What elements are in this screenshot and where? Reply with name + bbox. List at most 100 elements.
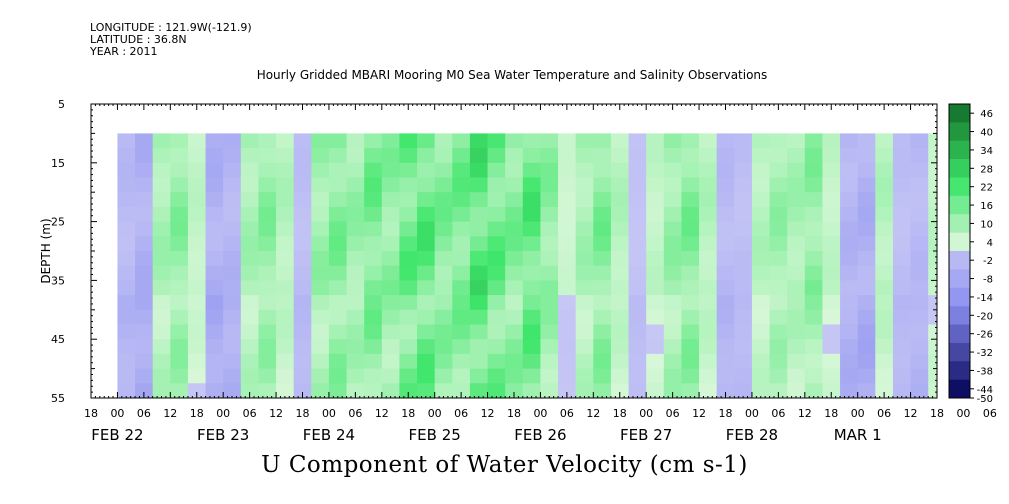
heatmap-cell (910, 192, 929, 208)
heatmap-cell (417, 353, 436, 370)
heatmap-cell (328, 192, 348, 208)
heatmap-cell (152, 162, 171, 179)
colorbar-label: 22 (980, 183, 993, 194)
heatmap-cell (575, 383, 594, 398)
heatmap-cell (487, 280, 506, 296)
heatmap-cell (804, 192, 824, 208)
heatmap-cell (769, 265, 788, 281)
heatmap-cell (593, 251, 612, 267)
heatmap-cell (840, 339, 859, 355)
heatmap-cell (857, 236, 876, 252)
heatmap-cell (399, 339, 418, 355)
heatmap-cell (469, 221, 489, 237)
heatmap-cell (910, 265, 929, 281)
heatmap-cell (928, 192, 937, 208)
heatmap-cell (276, 133, 295, 149)
heatmap-cell (875, 206, 894, 223)
x-tick-label: 06 (348, 407, 362, 420)
heatmap-cell (487, 324, 506, 340)
heatmap-cell (575, 133, 594, 149)
heatmap-cell (487, 368, 506, 384)
heatmap-cell (258, 280, 277, 296)
heatmap-cell (787, 383, 806, 398)
heatmap-cell (276, 206, 295, 223)
heatmap-cell (769, 339, 788, 355)
heatmap-cell (875, 353, 894, 370)
heatmap-cell (822, 295, 841, 311)
heatmap-cell (734, 192, 753, 208)
heatmap-cell (276, 251, 295, 267)
x-day-label: FEB 26 (514, 426, 566, 444)
heatmap-cell (381, 177, 401, 193)
heatmap-cell (117, 162, 136, 179)
heatmap-cell (276, 177, 295, 193)
heatmap-cell (505, 206, 524, 223)
heatmap-cell (469, 295, 489, 311)
heatmap-column (663, 133, 683, 398)
heatmap-cell (558, 280, 577, 296)
heatmap-column (840, 133, 859, 398)
heatmap-cell (117, 265, 136, 281)
heatmap-cell (469, 353, 489, 370)
heatmap-column (311, 133, 330, 398)
heatmap-cell (434, 221, 453, 237)
heatmap-cell (699, 133, 718, 149)
heatmap-cell (716, 280, 735, 296)
heatmap-cell (223, 353, 242, 370)
x-tick-label: 18 (824, 407, 838, 420)
heatmap-cell (187, 324, 207, 340)
heatmap-cell (734, 206, 753, 223)
x-tick-label: 00 (110, 407, 124, 420)
heatmap-cell (663, 353, 683, 370)
heatmap-cell (787, 324, 806, 340)
year-label: YEAR : 2011 (90, 45, 158, 58)
heatmap-cell (152, 192, 171, 208)
heatmap-cell (399, 383, 418, 398)
heatmap-cell (381, 295, 401, 311)
heatmap-cell (663, 324, 683, 340)
heatmap-cell (276, 295, 295, 311)
heatmap-cell (840, 265, 859, 281)
heatmap-cell (787, 148, 806, 164)
heatmap-cell (452, 192, 471, 208)
heatmap-cell (487, 221, 506, 237)
heatmap-cell (258, 309, 277, 326)
heatmap-cell (311, 148, 330, 164)
heatmap-cell (135, 236, 154, 252)
heatmap-cell (399, 353, 418, 370)
colorbar-label: 4 (987, 238, 993, 249)
heatmap-cell (804, 206, 824, 223)
heatmap-cell (699, 221, 718, 237)
heatmap-cell (364, 192, 383, 208)
heatmap-cell (840, 236, 859, 252)
heatmap-cell (892, 221, 912, 237)
heatmap-cell (593, 368, 612, 384)
heatmap-cell (804, 148, 824, 164)
colorbar-swatch (949, 251, 970, 270)
heatmap-cell (152, 339, 171, 355)
heatmap-column (875, 133, 894, 398)
heatmap-cell (716, 383, 735, 398)
heatmap-cell (910, 236, 929, 252)
heatmap-cell (434, 309, 453, 326)
heatmap-cell (610, 324, 630, 340)
heatmap-cell (787, 177, 806, 193)
x-tick-label: 18 (719, 407, 733, 420)
heatmap-cell (117, 383, 136, 398)
heatmap-cell (875, 280, 894, 296)
colorbar-swatch (949, 232, 970, 252)
x-tick-label: 18 (930, 407, 944, 420)
heatmap-cell (892, 177, 912, 193)
heatmap-cell (205, 265, 224, 281)
x-tick-label: 06 (243, 407, 257, 420)
heatmap-cell (628, 221, 647, 237)
heatmap-cell (928, 353, 937, 370)
heatmap-cell (152, 177, 171, 193)
heatmap-cell (892, 265, 912, 281)
heatmap-cell (575, 368, 594, 384)
y-tick-label: 35 (51, 274, 65, 287)
heatmap-cell (646, 192, 665, 208)
x-tick-label: 00 (216, 407, 230, 420)
y-tick-label: 55 (51, 392, 65, 405)
heatmap-cell (487, 148, 506, 164)
